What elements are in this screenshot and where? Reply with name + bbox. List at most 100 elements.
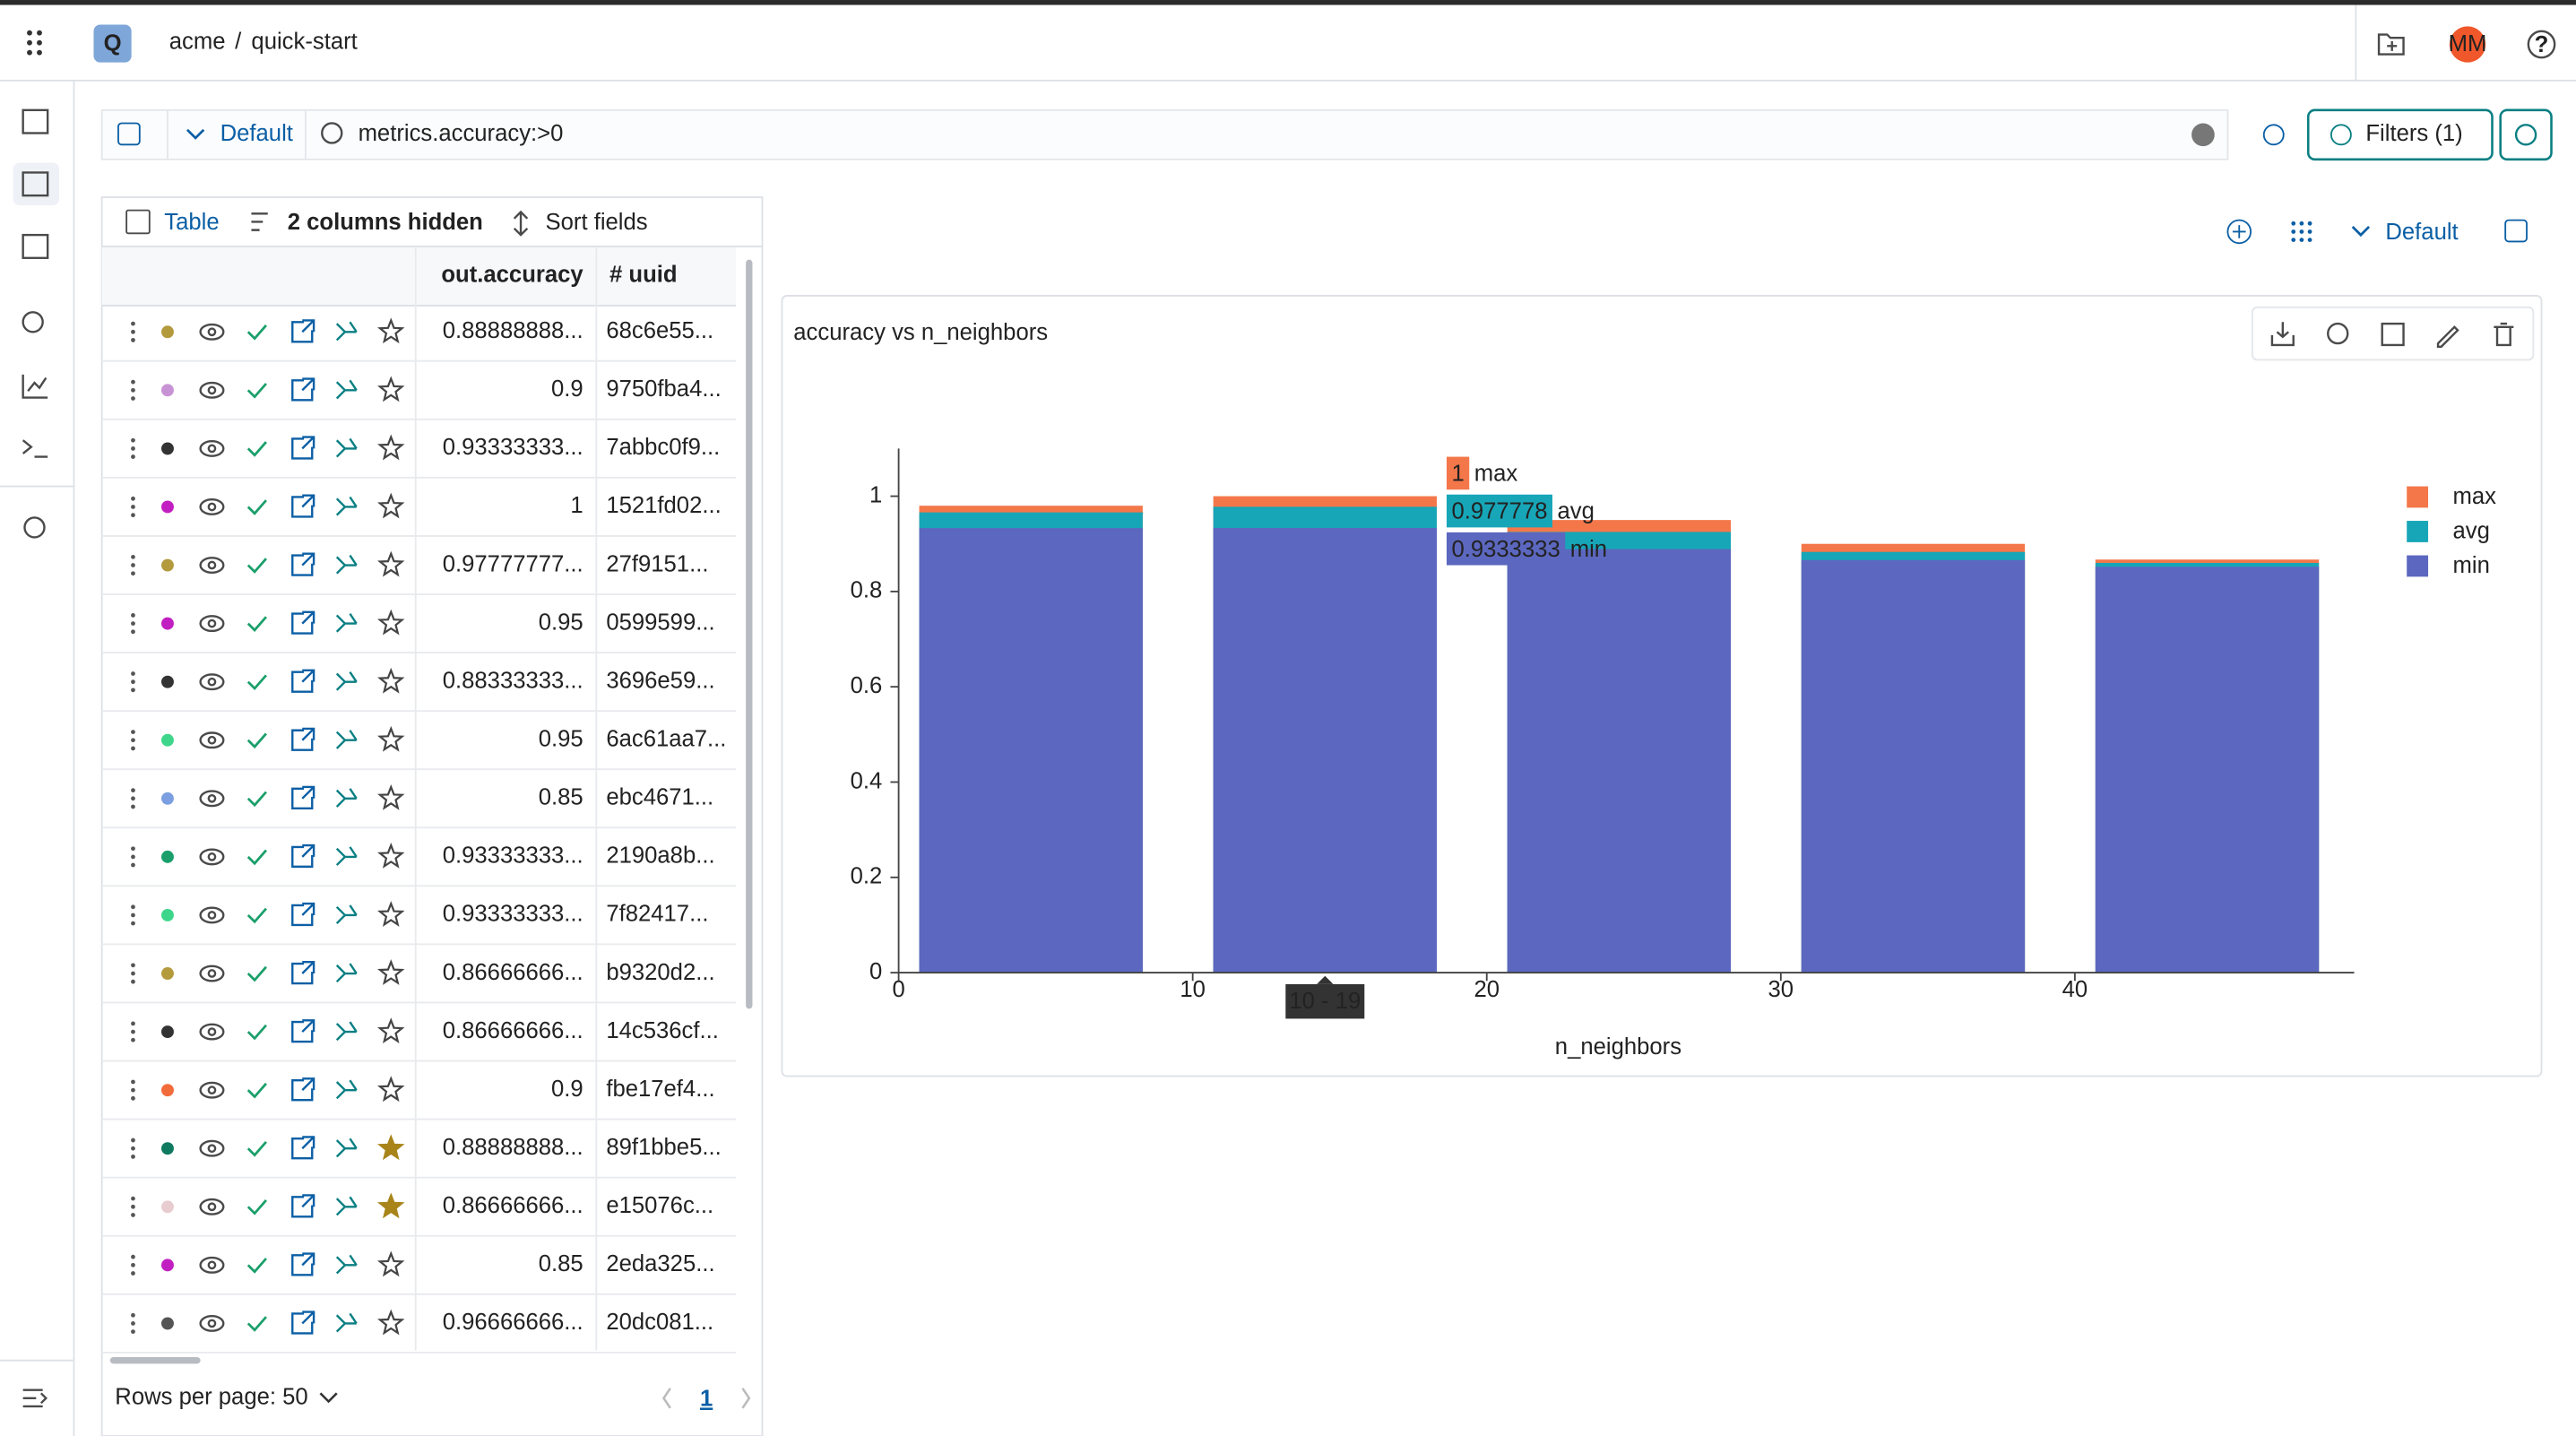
star-icon[interactable] xyxy=(377,550,405,577)
open-icon[interactable] xyxy=(291,436,316,460)
row-menu[interactable] xyxy=(131,1146,135,1151)
open-icon[interactable] xyxy=(291,843,316,869)
eye-icon[interactable] xyxy=(199,557,225,574)
save-icon[interactable] xyxy=(117,122,141,146)
eye-icon[interactable] xyxy=(199,381,225,399)
tab[interactable]: Sort fields xyxy=(546,210,648,235)
eye-icon[interactable] xyxy=(199,965,225,982)
star-icon[interactable] xyxy=(377,1076,405,1103)
star-icon[interactable] xyxy=(377,1017,405,1044)
row-menu[interactable] xyxy=(131,862,135,868)
row-menu[interactable] xyxy=(131,437,135,443)
star-icon[interactable] xyxy=(377,376,405,402)
eye-icon[interactable] xyxy=(199,1081,225,1099)
open-icon[interactable] xyxy=(291,1077,316,1102)
row-menu[interactable] xyxy=(131,621,135,626)
compare-icon[interactable] xyxy=(335,963,358,983)
next-page[interactable] xyxy=(741,1388,751,1409)
nav-icon[interactable] xyxy=(22,233,49,259)
row-menu[interactable] xyxy=(131,979,135,984)
logo[interactable] xyxy=(93,24,132,63)
row-menu[interactable] xyxy=(131,1021,135,1026)
v-scrollbar[interactable] xyxy=(746,259,753,1009)
row-menu[interactable] xyxy=(131,329,135,334)
compare-icon[interactable] xyxy=(335,846,358,866)
row-menu[interactable] xyxy=(131,1262,135,1267)
eye-icon[interactable] xyxy=(199,1023,225,1041)
settings-icon[interactable] xyxy=(23,516,46,539)
chart-action-icons[interactable] xyxy=(2270,322,2514,348)
row-menu[interactable] xyxy=(131,454,135,459)
star-icon[interactable] xyxy=(377,609,405,636)
row-menu[interactable] xyxy=(131,338,135,342)
compare-icon[interactable] xyxy=(335,730,358,749)
eye-icon[interactable] xyxy=(199,323,225,341)
refresh-button[interactable] xyxy=(2499,108,2553,161)
prev-page[interactable] xyxy=(661,1388,671,1409)
row-menu[interactable] xyxy=(131,1037,135,1042)
open-icon[interactable] xyxy=(291,727,316,751)
open-icon[interactable] xyxy=(291,610,316,635)
open-icon[interactable] xyxy=(291,1194,316,1218)
compare-icon[interactable] xyxy=(335,496,358,516)
row-menu[interactable] xyxy=(131,496,135,501)
row-menu[interactable] xyxy=(131,671,135,676)
page-number[interactable]: 1 xyxy=(700,1386,713,1411)
compare-icon[interactable] xyxy=(335,612,358,633)
h-scrollbar[interactable] xyxy=(109,1357,201,1364)
clear-icon[interactable] xyxy=(2191,123,2215,147)
row-menu[interactable] xyxy=(131,963,135,968)
eye-icon[interactable] xyxy=(199,673,225,691)
open-icon[interactable] xyxy=(291,1019,316,1043)
compare-icon[interactable] xyxy=(335,1138,358,1158)
nav-icon[interactable] xyxy=(22,171,49,197)
eye-icon[interactable] xyxy=(199,731,225,749)
row-menu[interactable] xyxy=(131,1254,135,1259)
row-menu[interactable] xyxy=(131,1213,135,1217)
row-menu[interactable] xyxy=(131,321,135,326)
star-icon[interactable] xyxy=(377,667,405,694)
nav-icon[interactable] xyxy=(22,439,48,458)
row-menu[interactable] xyxy=(131,854,135,860)
row-menu[interactable] xyxy=(131,904,135,910)
open-icon[interactable] xyxy=(291,552,316,576)
row-menu[interactable] xyxy=(131,1321,135,1326)
eye-icon[interactable] xyxy=(199,1198,225,1215)
nav-icon[interactable] xyxy=(22,311,44,333)
search-bar[interactable] xyxy=(100,108,2229,160)
star-icon[interactable] xyxy=(377,901,405,927)
row-menu[interactable] xyxy=(131,1312,135,1318)
tab[interactable]: Table xyxy=(164,210,219,235)
eye-icon[interactable] xyxy=(199,906,225,924)
view-select[interactable]: Default xyxy=(220,121,293,146)
compare-icon[interactable] xyxy=(335,437,358,458)
star-icon[interactable] xyxy=(377,434,405,461)
row-menu[interactable] xyxy=(131,613,135,618)
compare-icon[interactable] xyxy=(335,671,358,691)
open-icon[interactable] xyxy=(291,1252,316,1276)
row-menu[interactable] xyxy=(131,804,135,809)
row-menu[interactable] xyxy=(131,563,135,567)
open-icon[interactable] xyxy=(291,377,316,402)
compare-icon[interactable] xyxy=(335,1079,358,1100)
column-header[interactable]: out.accuracy xyxy=(441,263,583,288)
row-menu[interactable] xyxy=(131,1138,135,1143)
eye-icon[interactable] xyxy=(199,615,225,633)
nav-icon[interactable] xyxy=(22,108,49,134)
apps-icon[interactable] xyxy=(27,30,42,56)
compare-icon[interactable] xyxy=(335,379,358,400)
row-menu[interactable] xyxy=(131,571,135,576)
star-icon[interactable] xyxy=(377,959,405,985)
row-menu[interactable] xyxy=(131,746,135,751)
project[interactable]: quick-start xyxy=(251,29,357,54)
row-menu[interactable] xyxy=(131,1155,135,1159)
compare-icon[interactable] xyxy=(335,1312,358,1333)
star-icon[interactable] xyxy=(377,1309,405,1336)
row-menu[interactable] xyxy=(131,788,135,793)
compare-icon[interactable] xyxy=(335,1196,358,1216)
star-icon[interactable] xyxy=(377,843,405,869)
eye-icon[interactable] xyxy=(199,848,225,866)
org[interactable]: acme xyxy=(169,29,226,54)
query[interactable]: metrics.accuracy:>0 xyxy=(359,121,564,146)
star-icon[interactable] xyxy=(377,783,405,810)
